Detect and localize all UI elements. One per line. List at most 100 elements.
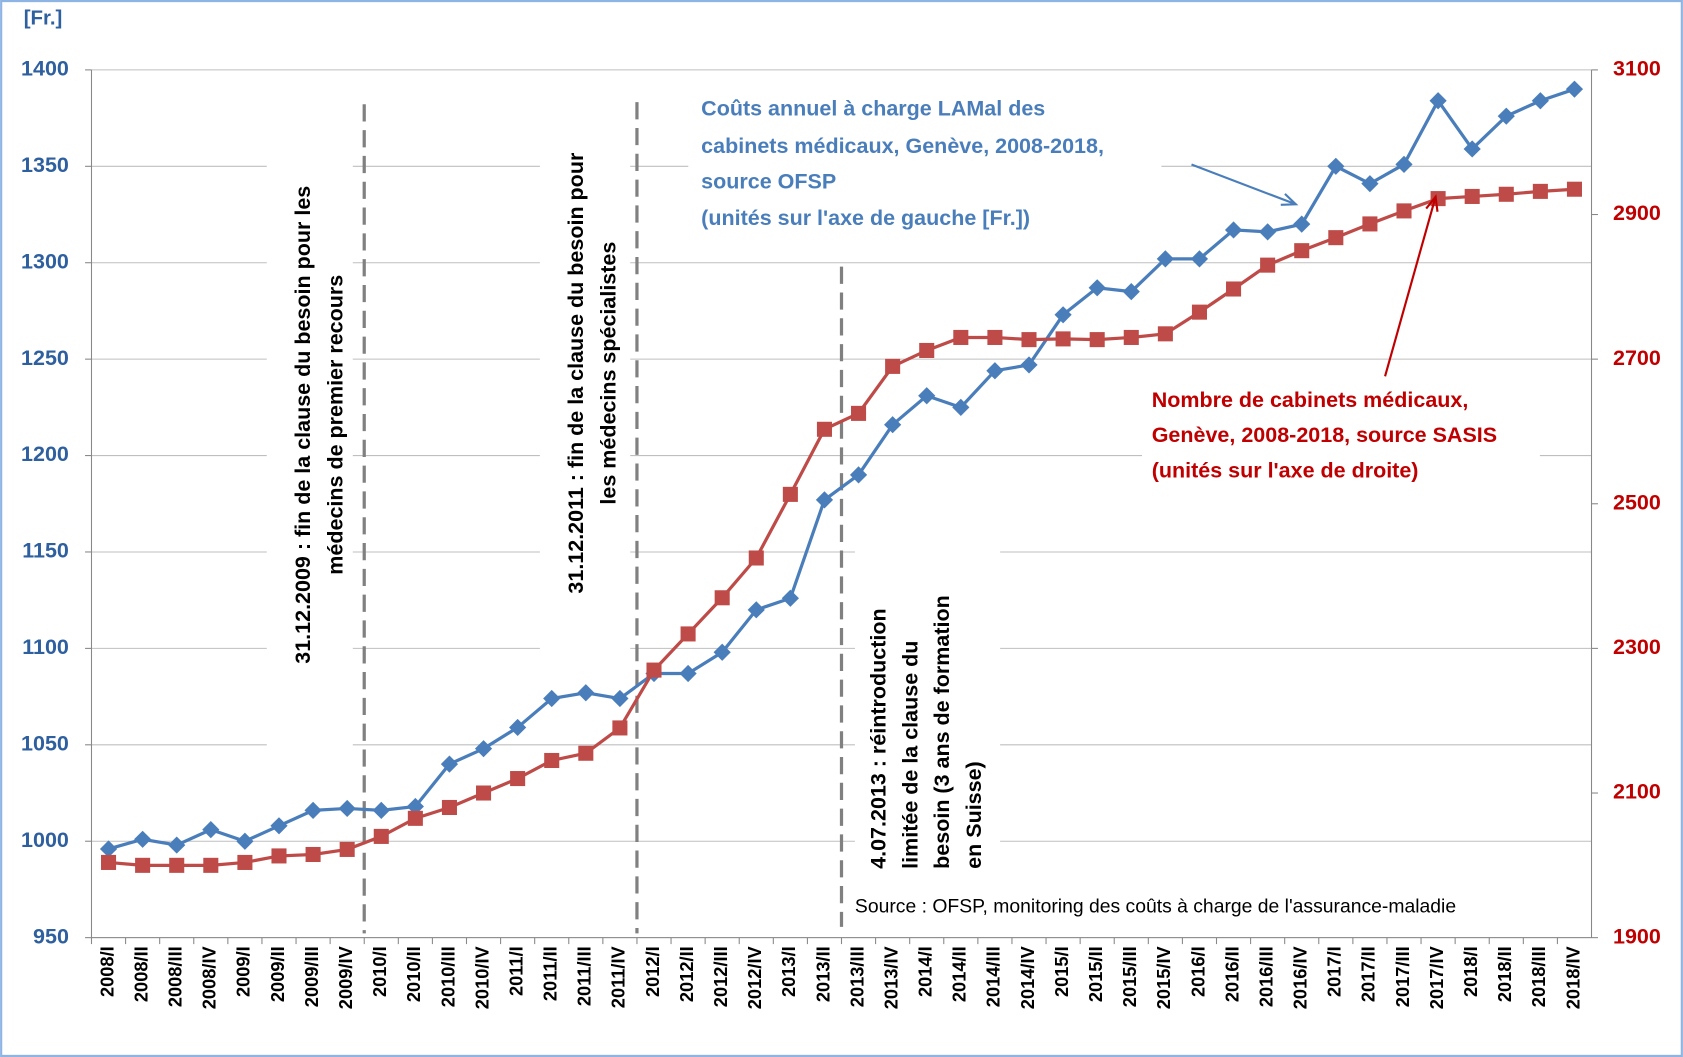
legend-label: source OFSP: [701, 169, 836, 193]
point: [1156, 250, 1174, 268]
x-tick-label: 2017/III: [1392, 946, 1413, 1007]
point: [1226, 281, 1242, 297]
annotation-text: besoin (3 ans de formation: [930, 595, 954, 869]
x-tick-label: 2016/IV: [1290, 945, 1311, 1009]
point: [1020, 356, 1038, 374]
annotation-text: médecins de premier recours: [323, 275, 347, 575]
point: [135, 857, 151, 873]
x-tick-label: 2015/IV: [1153, 945, 1174, 1009]
point: [646, 662, 662, 678]
point: [305, 846, 321, 863]
point: [169, 857, 185, 873]
x-tick-label: 2011/IV: [608, 945, 629, 1008]
point: [168, 836, 186, 854]
point: [1088, 279, 1106, 297]
x-tick-label: 2013/II: [812, 946, 833, 1002]
point: [441, 799, 457, 816]
y-tick-label: 1200: [21, 442, 69, 466]
point: [474, 740, 493, 758]
point: [714, 590, 730, 606]
y2-tick-label: 2700: [1613, 346, 1661, 370]
legend-bg: [688, 88, 1162, 239]
point: [476, 785, 492, 801]
y-tick-label: 1000: [21, 828, 69, 852]
x-tick-label: 2009/III: [301, 946, 322, 1007]
x-tick-label: 2010/III: [437, 946, 458, 1007]
x-tick-label: 2014/III: [983, 946, 1004, 1007]
point: [1361, 175, 1379, 193]
point: [919, 342, 935, 358]
point: [101, 854, 117, 870]
point: [612, 720, 628, 736]
y-tick-label: 1300: [21, 249, 69, 273]
point: [816, 421, 832, 437]
x-tick-label: 2012/IV: [744, 945, 765, 1009]
x-tick-label: 2018/II: [1494, 946, 1515, 1002]
x-tick-label: 2016/II: [1221, 946, 1242, 1002]
x-tick-label: 2011/II: [540, 946, 561, 1001]
point: [815, 491, 834, 509]
y-axis-label: [Fr.]: [24, 8, 63, 30]
x-tick-label: 2014/I: [915, 946, 936, 997]
point: [1190, 250, 1209, 268]
point: [1294, 243, 1310, 259]
point: [1531, 92, 1549, 110]
x-tick-label: 2010/IV: [471, 945, 492, 1009]
point: [339, 841, 355, 857]
x-tick-label: 2016/I: [1187, 946, 1208, 997]
legend-label: cabinets médicaux, Genève, 2008-2018,: [701, 134, 1104, 158]
legend-arrowhead: [1280, 193, 1299, 206]
source: Source : OFSP, monitoring des coûts à ch…: [855, 896, 1456, 918]
point: [134, 830, 152, 848]
point: [1259, 223, 1277, 241]
point: [987, 329, 1003, 345]
x-tick-label: 2010/II: [403, 946, 424, 1002]
point: [851, 405, 867, 421]
x-tick-label: 2015/II: [1085, 946, 1106, 1002]
y-tick-label: 1050: [21, 731, 69, 755]
point: [1157, 326, 1173, 342]
point: [1054, 306, 1072, 324]
x-tick-label: 2013/III: [846, 946, 867, 1007]
point: [304, 801, 322, 819]
point: [372, 801, 390, 819]
legend-arrow: [1384, 196, 1437, 377]
x-tick-label: 2012/III: [710, 946, 731, 1007]
x-tick-label: 2008/II: [130, 946, 151, 1002]
point: [885, 358, 901, 374]
legend-arrow: [1191, 163, 1297, 206]
y-tick-label: 1150: [22, 539, 69, 563]
point: [1224, 221, 1243, 239]
point: [1328, 230, 1344, 246]
y-tick-label: 1350: [21, 153, 69, 177]
point: [407, 810, 423, 826]
point: [748, 550, 764, 566]
annotation-text: 4.07.2013 : réintroduction: [866, 608, 890, 868]
point: [578, 745, 594, 761]
point: [1463, 140, 1481, 158]
x-tick-label: 2012/I: [642, 946, 663, 997]
point: [680, 626, 696, 642]
x-tick-label: 2018/III: [1528, 946, 1549, 1007]
y2-tick-label: 2500: [1613, 490, 1661, 514]
x-tick-label: 2017/I: [1324, 946, 1345, 997]
legend-label: Coûts annuel à charge LAMal des: [701, 96, 1045, 120]
y-tick-label: 1250: [21, 346, 69, 370]
x-tick-label: 2012/II: [676, 946, 697, 1002]
y2-tick-label: 2900: [1613, 201, 1661, 225]
legend-label: (unités sur l'axe de gauche [Fr.]): [701, 206, 1030, 230]
annotation-bg: [266, 102, 353, 753]
point: [236, 832, 254, 850]
x-tick-label: 2009/IV: [335, 945, 356, 1009]
point: [884, 416, 902, 434]
y-tick-label: 950: [33, 924, 69, 948]
annotation-text: 31.12.2011 : fin de la clause du besoin …: [564, 152, 588, 594]
x-tick-label: 2008/III: [165, 946, 186, 1007]
source-bg: [847, 890, 1563, 923]
point: [1395, 155, 1413, 173]
legend-label: Nombre de cabinets médicaux,: [1152, 388, 1469, 412]
point: [1055, 331, 1071, 347]
y2-tick-label: 3100: [1613, 57, 1661, 81]
point: [1464, 188, 1480, 204]
